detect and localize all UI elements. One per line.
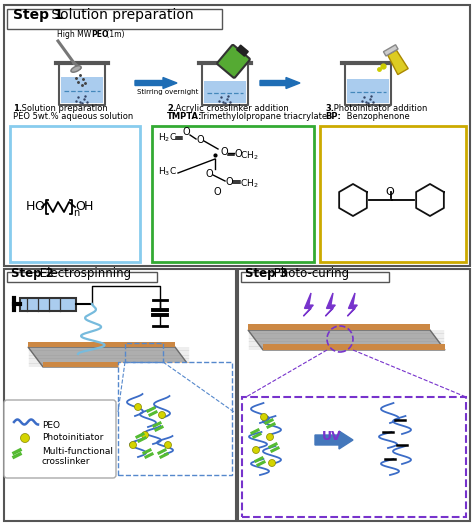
FancyArrow shape [315, 431, 353, 449]
Text: Benzophenone: Benzophenone [344, 112, 410, 121]
Text: $\mathrm{O}$: $\mathrm{O}$ [225, 175, 234, 187]
FancyBboxPatch shape [152, 126, 314, 262]
Circle shape [261, 414, 267, 421]
Circle shape [268, 459, 275, 467]
Polygon shape [263, 344, 445, 350]
Text: $\mathrm{O}$: $\mathrm{O}$ [205, 167, 214, 179]
Text: $\mathrm{O}$: $\mathrm{O}$ [213, 185, 222, 197]
Text: PEO: PEO [42, 421, 60, 429]
FancyBboxPatch shape [4, 5, 470, 266]
Polygon shape [347, 293, 357, 316]
Polygon shape [388, 50, 408, 75]
Polygon shape [303, 293, 313, 316]
Bar [61, 77, 103, 103]
Text: Photoinitiator addition: Photoinitiator addition [331, 104, 428, 113]
Text: crosslinker: crosslinker [42, 457, 91, 467]
Text: $\mathrm{H_3C}$: $\mathrm{H_3C}$ [158, 166, 177, 179]
Text: Step 1: Step 1 [13, 8, 64, 22]
FancyBboxPatch shape [241, 272, 389, 282]
Text: Electrospinning: Electrospinning [36, 268, 131, 280]
Circle shape [129, 442, 137, 448]
Text: $\mathrm{O}$: $\mathrm{O}$ [234, 147, 243, 159]
Text: Step 2: Step 2 [11, 268, 54, 280]
Text: $\mathrm{CH_2}$: $\mathrm{CH_2}$ [240, 178, 258, 191]
Circle shape [142, 432, 148, 438]
Text: Solution preparation: Solution preparation [19, 104, 108, 113]
Text: $\mathrm{O}$: $\mathrm{O}$ [182, 125, 191, 137]
Circle shape [164, 442, 172, 448]
Text: BP:: BP: [325, 112, 341, 121]
Polygon shape [248, 330, 445, 350]
FancyBboxPatch shape [4, 400, 116, 478]
Text: Stirring overnight: Stirring overnight [137, 89, 199, 95]
Text: PEO 5wt.% aqueous solution: PEO 5wt.% aqueous solution [13, 112, 133, 121]
Text: $\mathrm{CH_2}$: $\mathrm{CH_2}$ [240, 150, 258, 163]
Circle shape [135, 404, 142, 411]
Text: High MW: High MW [57, 30, 94, 39]
Text: Multi-functional: Multi-functional [42, 446, 113, 456]
Polygon shape [43, 362, 190, 367]
Text: Solution preparation: Solution preparation [47, 8, 193, 22]
Text: Photo-curing: Photo-curing [270, 268, 349, 280]
Polygon shape [28, 342, 175, 347]
Text: $\mathrm{O}$: $\mathrm{O}$ [75, 201, 86, 214]
FancyBboxPatch shape [118, 362, 232, 475]
Polygon shape [325, 293, 335, 316]
Polygon shape [28, 347, 190, 367]
Text: UV: UV [322, 429, 342, 443]
Bar [20, 298, 76, 311]
Text: Photoinitiator: Photoinitiator [42, 434, 103, 443]
Bar [383, 45, 398, 56]
Text: $\mathrm{H_2C}$: $\mathrm{H_2C}$ [158, 131, 177, 143]
FancyBboxPatch shape [4, 269, 236, 521]
FancyBboxPatch shape [320, 126, 466, 262]
Text: PEO: PEO [91, 30, 109, 39]
Ellipse shape [71, 66, 81, 72]
Text: Acrylic crosslinker addition: Acrylic crosslinker addition [173, 104, 289, 113]
Text: TMPTA:: TMPTA: [167, 112, 202, 121]
Text: 2.: 2. [167, 104, 176, 113]
FancyBboxPatch shape [217, 45, 250, 78]
Circle shape [266, 434, 273, 440]
FancyBboxPatch shape [7, 272, 157, 282]
Bar [204, 81, 246, 103]
Text: $\mathrm{O}$: $\mathrm{O}$ [385, 185, 395, 197]
Text: $\mathrm{H}$: $\mathrm{H}$ [83, 201, 93, 214]
Circle shape [20, 434, 29, 443]
Circle shape [253, 446, 259, 454]
FancyArrow shape [260, 78, 300, 89]
FancyBboxPatch shape [238, 269, 470, 521]
FancyArrow shape [135, 78, 177, 89]
FancyBboxPatch shape [10, 126, 140, 262]
Bar [347, 79, 389, 103]
Text: $\mathrm{O}$: $\mathrm{O}$ [196, 133, 205, 145]
Circle shape [158, 412, 165, 418]
Text: Trimethylolpropane triacrylate: Trimethylolpropane triacrylate [197, 112, 327, 121]
Text: Step 3: Step 3 [245, 268, 288, 280]
Text: $\mathrm{O}$: $\mathrm{O}$ [220, 145, 229, 157]
Text: 3.: 3. [325, 104, 334, 113]
FancyBboxPatch shape [242, 397, 466, 517]
Text: 1.: 1. [13, 104, 22, 113]
Text: (1m): (1m) [104, 30, 125, 39]
FancyBboxPatch shape [7, 9, 222, 29]
Text: $\mathrm{HO}$: $\mathrm{HO}$ [25, 201, 46, 214]
Bar [237, 45, 248, 56]
Text: $\mathrm{n}$: $\mathrm{n}$ [73, 208, 81, 218]
Polygon shape [248, 324, 430, 330]
